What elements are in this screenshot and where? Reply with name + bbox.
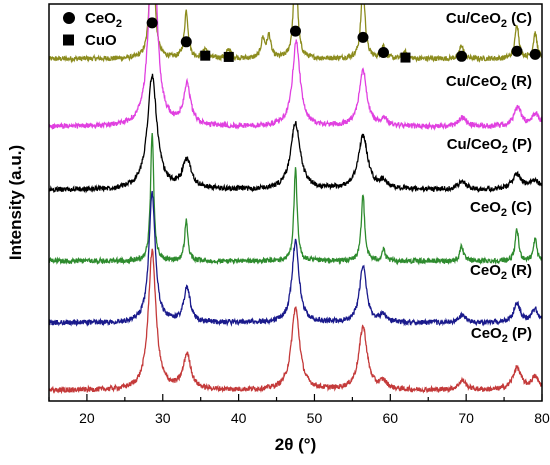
series-labels: Cu/CeO2 (C) Cu/CeO2 (R) Cu/CeO2 (P) CeO2 (C… — [446, 10, 532, 345]
ceo2-peak-marker — [146, 17, 158, 29]
series-layer — [49, 4, 542, 395]
ceo2-peak-marker — [357, 31, 369, 43]
legend-circle-marker — [63, 12, 75, 24]
x-tick-label: 60 — [383, 410, 399, 426]
ceo2-peak-marker — [456, 50, 468, 62]
ceo2-peak-marker — [377, 47, 389, 59]
ceo2-peak-marker — [290, 25, 301, 37]
series-line-2 — [49, 4, 542, 131]
legend-square-marker — [63, 34, 74, 46]
series-label-4: CeO2 (C) — [470, 199, 532, 219]
ceo2-peak-marker — [529, 48, 541, 60]
phase-markers — [146, 17, 541, 63]
x-tick-label: 50 — [307, 410, 323, 426]
series-label-6: CeO2 (P) — [471, 325, 532, 345]
x-tick-label: 80 — [534, 410, 550, 426]
x-axis-label: 2θ (°) — [275, 435, 317, 454]
legend-entry-label: CuO — [85, 32, 117, 49]
series-line-3 — [49, 73, 542, 194]
x-tick-label: 70 — [458, 410, 474, 426]
y-axis-label: Intensity (a.u.) — [6, 145, 25, 260]
ceo2-peak-marker — [511, 45, 523, 57]
x-tick-label: 20 — [79, 410, 95, 426]
cuo-peak-marker — [400, 52, 411, 63]
series-line-4 — [49, 132, 542, 266]
cuo-peak-marker — [223, 51, 234, 62]
cuo-peak-marker — [200, 50, 211, 61]
plot-frame — [48, 3, 543, 402]
x-axis: 20 30 40 50 60 70 80 — [48, 394, 550, 426]
series-label-1: Cu/CeO2 (C) — [446, 10, 532, 30]
series-label-3: Cu/CeO2 (P) — [447, 136, 532, 156]
x-tick-label: 30 — [155, 410, 171, 426]
legend-entry-label: CeO2 — [85, 10, 122, 30]
series-line-5 — [49, 190, 542, 327]
series-line-1 — [49, 4, 542, 64]
series-label-2: Cu/CeO2 (R) — [446, 73, 532, 93]
series-line-6 — [49, 248, 542, 395]
ceo2-peak-marker — [180, 36, 192, 48]
legend: CeO2 CuO — [63, 10, 122, 49]
x-tick-label: 40 — [231, 410, 247, 426]
series-label-5: CeO2 (R) — [470, 262, 532, 282]
